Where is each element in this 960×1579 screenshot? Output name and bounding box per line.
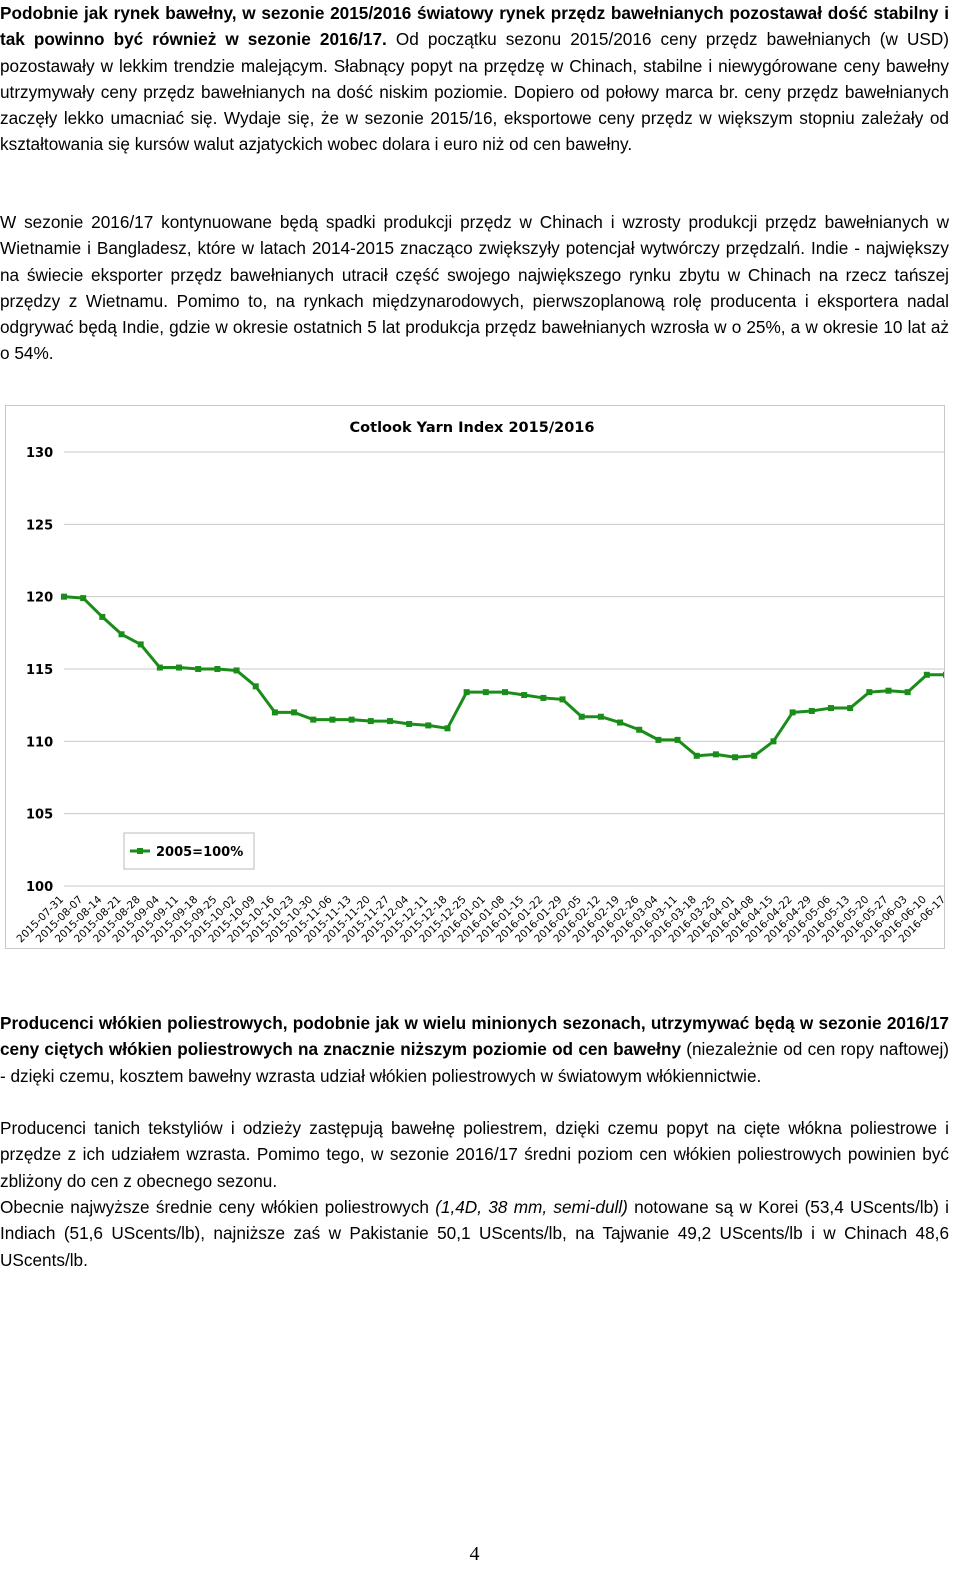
data-point: [99, 613, 106, 620]
data-point: [195, 666, 202, 672]
data-point: [827, 705, 834, 712]
data-point: [406, 720, 413, 727]
paragraph-2: W sezonie 2016/17 kontynuowane będą spad…: [0, 209, 949, 367]
data-point: [655, 736, 662, 743]
data-point: [674, 736, 681, 743]
data-point: [252, 683, 259, 690]
paragraph-4-text: Producenci tanich tekstyliów i odzieży z…: [0, 1118, 949, 1191]
page-number: 4: [469, 1543, 480, 1565]
data-point: [789, 709, 796, 716]
data-point: [61, 593, 67, 600]
data-point: [176, 664, 183, 671]
data-point: [291, 709, 298, 716]
data-point: [636, 726, 643, 733]
data-point: [386, 718, 393, 725]
paragraph-3-text: (niezależnie od cen ropy naftowej) - dzi…: [0, 1039, 949, 1086]
y-tick-label: 110: [26, 735, 53, 750]
paragraph-5-italic: (1,4D, 38 mm, semi-dull): [435, 1197, 628, 1217]
legend-label: 2005=100%: [156, 845, 243, 860]
data-point: [367, 718, 374, 725]
data-point: [137, 641, 144, 648]
data-point: [923, 671, 930, 678]
paragraph-3-lead: Producenci włókien poliestrowych, podobn…: [0, 1013, 949, 1060]
data-point: [329, 716, 336, 723]
data-point: [712, 751, 719, 758]
paragraph-4: Producenci tanich tekstyliów i odzieży z…: [0, 1115, 949, 1194]
data-point: [617, 719, 624, 726]
data-point: [118, 631, 125, 638]
data-point: [521, 692, 528, 699]
paragraph-5: Obecnie najwyższe średnie ceny włókien p…: [0, 1194, 949, 1273]
data-point: [751, 752, 758, 759]
data-point: [271, 709, 278, 716]
y-tick-label: 130: [26, 446, 53, 461]
data-point: [233, 667, 240, 674]
y-tick-label: 100: [26, 880, 53, 895]
data-point: [732, 754, 739, 761]
y-tick-label: 120: [26, 591, 53, 606]
paragraph-5-text-after: notowane są w Korei (53,4 UScents/lb) i …: [0, 1197, 949, 1270]
data-point: [885, 687, 892, 694]
data-point: [502, 689, 508, 696]
data-point: [578, 713, 585, 720]
data-point: [770, 738, 777, 745]
yarn-index-chart: 100 105 110 115 120 125 130 Cotlook Yarn Index …: [5, 405, 945, 949]
data-point: [156, 664, 163, 671]
data-point: [866, 689, 873, 696]
paragraph-1-lead: Podobnie jak rynek bawełny, w sezonie 20…: [0, 3, 949, 50]
paragraph-5-text-before: Obecnie najwyższe średnie ceny włókien p…: [0, 1197, 436, 1217]
data-point: [482, 689, 489, 696]
data-point: [540, 694, 547, 701]
y-tick-label: 125: [26, 518, 53, 533]
data-point: [310, 716, 317, 723]
data-point: [904, 689, 911, 696]
y-tick-label: 115: [26, 663, 53, 678]
paragraph-1: Podobnie jak rynek bawełny, w sezonie 20…: [0, 0, 949, 158]
data-point: [444, 725, 451, 732]
data-point: [214, 666, 221, 672]
data-point: [943, 671, 944, 678]
chart-svg: 100 105 110 115 120 125 130 Cotlook Yarn Index …: [14, 420, 944, 945]
paragraph-1-text: Od początku sezonu 2015/2016 ceny przędz…: [0, 29, 950, 155]
chart-title: Cotlook Yarn Index 2015/2016: [350, 420, 595, 436]
paragraph-3: Producenci włókien poliestrowych, podobn…: [0, 1010, 949, 1089]
data-point: [693, 752, 700, 759]
series-line: [63, 595, 944, 759]
data-point: [559, 696, 566, 703]
data-point: [808, 707, 815, 714]
legend-swatch-marker: [137, 848, 143, 854]
data-point: [425, 722, 432, 729]
data-point: [80, 595, 87, 602]
data-point: [348, 716, 355, 723]
y-tick-label: 105: [26, 808, 53, 823]
data-point: [597, 713, 604, 720]
paragraph-2-text: W sezonie 2016/17 kontynuowane będą spad…: [0, 212, 949, 364]
data-point: [847, 705, 854, 712]
data-point: [463, 689, 470, 696]
